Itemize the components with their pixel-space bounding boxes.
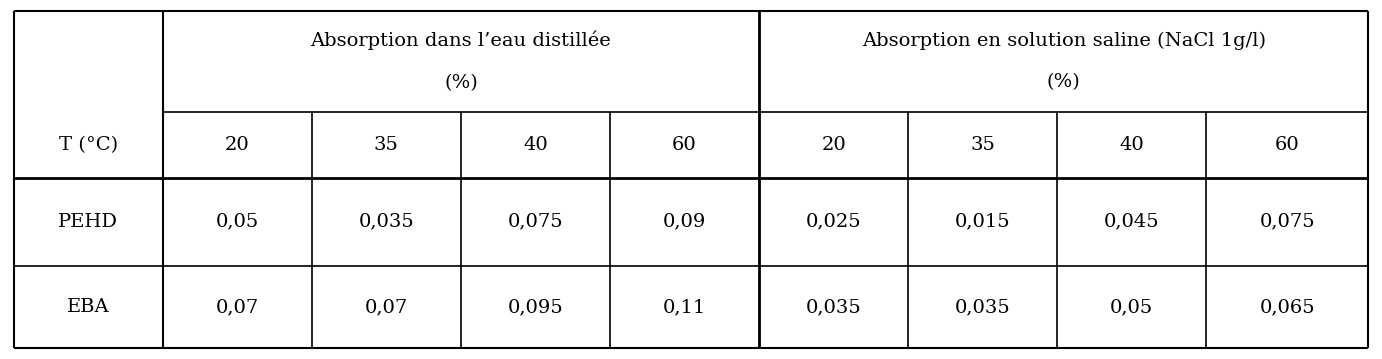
Text: 0,07: 0,07 bbox=[365, 298, 408, 316]
Text: 0,035: 0,035 bbox=[358, 213, 415, 231]
Text: 0,075: 0,075 bbox=[1259, 213, 1316, 231]
Text: 0,035: 0,035 bbox=[955, 298, 1010, 316]
Text: 35: 35 bbox=[375, 136, 399, 154]
Text: 35: 35 bbox=[970, 136, 995, 154]
Text: 0,095: 0,095 bbox=[507, 298, 564, 316]
Text: 0,11: 0,11 bbox=[663, 298, 706, 316]
Text: 0,015: 0,015 bbox=[955, 213, 1010, 231]
Text: T (°C): T (°C) bbox=[59, 136, 117, 154]
Text: 20: 20 bbox=[821, 136, 846, 154]
Text: PEHD: PEHD bbox=[58, 213, 119, 231]
Text: 0,05: 0,05 bbox=[216, 213, 258, 231]
Text: 0,05: 0,05 bbox=[1110, 298, 1153, 316]
Text: 20: 20 bbox=[225, 136, 250, 154]
Text: 0,075: 0,075 bbox=[507, 213, 564, 231]
Text: 0,065: 0,065 bbox=[1259, 298, 1316, 316]
Text: EBA: EBA bbox=[68, 298, 109, 316]
Text: 60: 60 bbox=[1274, 136, 1299, 154]
Text: 0,025: 0,025 bbox=[806, 213, 861, 231]
Text: 40: 40 bbox=[1119, 136, 1144, 154]
Text: 0,09: 0,09 bbox=[663, 213, 706, 231]
Text: 0,07: 0,07 bbox=[216, 298, 258, 316]
Text: 40: 40 bbox=[524, 136, 547, 154]
Text: Absorption dans l’eau distillée

(%): Absorption dans l’eau distillée (%) bbox=[311, 31, 611, 92]
Text: 0,035: 0,035 bbox=[806, 298, 861, 316]
Text: 60: 60 bbox=[672, 136, 697, 154]
Text: 0,045: 0,045 bbox=[1104, 213, 1159, 231]
Text: Absorption en solution saline (NaCl 1g/l)

(%): Absorption en solution saline (NaCl 1g/l… bbox=[861, 32, 1266, 91]
